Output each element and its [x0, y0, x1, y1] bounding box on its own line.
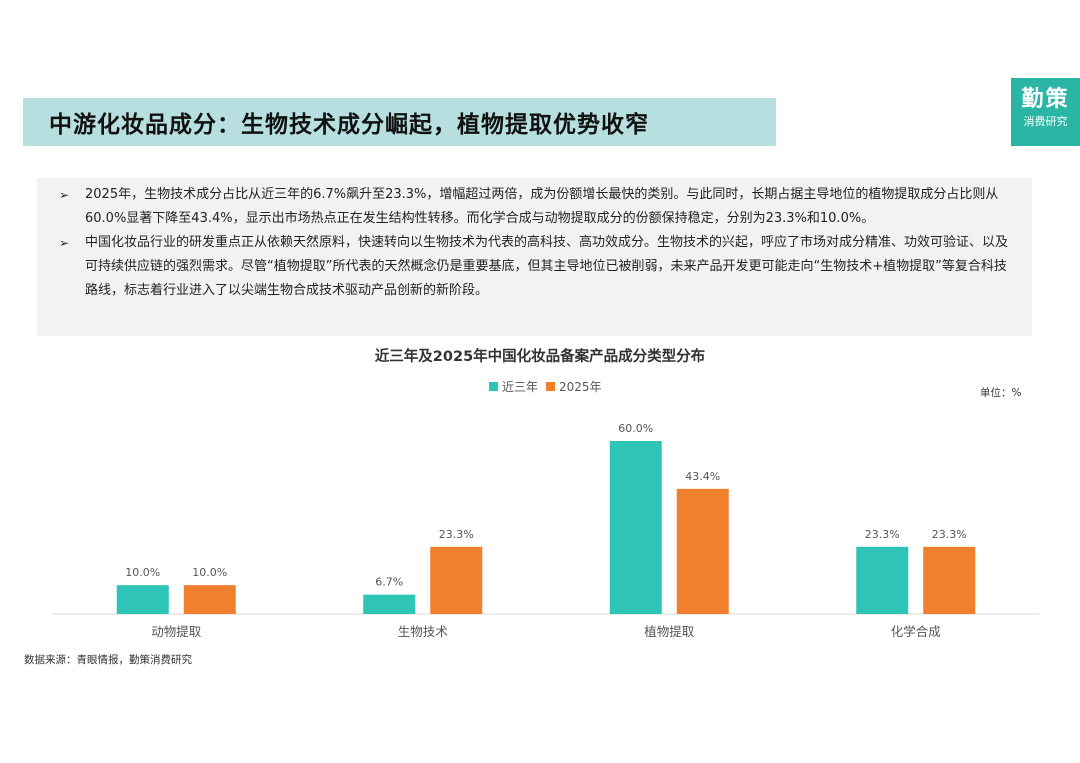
legend-label-series-2: 2025年	[559, 380, 602, 394]
summary-bullet-text: 2025年，生物技术成分占比从近三年的6.7%飙升至23.3%，增幅超过两倍，成…	[85, 187, 999, 226]
data-source: 数据来源：青眼情报，勤策消费研究	[24, 654, 192, 666]
data-label-1-2: 6.7%	[375, 576, 403, 589]
category-label-2: 生物技术	[398, 624, 449, 639]
category-label-3: 植物提取	[644, 624, 695, 639]
summary-bullet-text: 中国化妆品行业的研发重点正从依赖天然原料，快速转向以生物技术为代表的高科技、高功…	[85, 235, 1009, 298]
page-title: 中游化妆品成分：生物技术成分崛起，植物提取优势收窄	[49, 112, 649, 138]
unit-label: 单位：%	[980, 387, 1022, 399]
bar-2-4	[923, 546, 976, 614]
bar-1-2	[363, 594, 416, 614]
logo-main-text: 勤策	[1021, 87, 1070, 112]
summary-bullet: ➢ 2025年，生物技术成分占比从近三年的6.7%飙升至23.3%，增幅超过两倍…	[59, 183, 1012, 231]
legend-label-series-1: 近三年	[502, 380, 539, 394]
category-label-4: 化学合成	[891, 624, 941, 639]
chart-title: 近三年及2025年中国化妆品备案产品成分类型分布	[374, 349, 706, 365]
arrow-bullet-icon: ➢	[59, 188, 70, 202]
data-label-2-1: 10.0%	[192, 566, 227, 579]
legend-swatch-series-1	[489, 382, 498, 391]
bar-2-2	[430, 546, 483, 614]
data-label-2-2: 23.3%	[439, 528, 474, 541]
chart-legend: 近三年 2025年	[489, 378, 610, 395]
data-label-2-4: 23.3%	[932, 528, 967, 541]
summary-box: ➢ 2025年，生物技术成分占比从近三年的6.7%飙升至23.3%，增幅超过两倍…	[37, 178, 1032, 336]
legend-item-series-1: 近三年	[489, 378, 538, 395]
bar-2-1	[183, 585, 236, 614]
title-banner: 中游化妆品成分：生物技术成分崛起，植物提取优势收窄	[23, 98, 776, 146]
data-label-1-3: 60.0%	[618, 422, 653, 435]
bar-2-3	[676, 488, 729, 614]
bar-1-3	[609, 441, 662, 614]
data-label-1-1: 10.0%	[125, 566, 160, 579]
summary-bullet: ➢ 中国化妆品行业的研发重点正从依赖天然原料，快速转向以生物技术为代表的高科技、…	[59, 231, 1012, 303]
bar-1-4	[856, 546, 909, 614]
legend-item-series-2: 2025年	[546, 378, 602, 395]
bar-1-1	[116, 585, 169, 614]
category-label-1: 动物提取	[151, 624, 202, 639]
legend-swatch-series-2	[546, 382, 556, 391]
data-label-2-3: 43.4%	[685, 470, 720, 483]
arrow-bullet-icon: ➢	[59, 236, 70, 250]
brand-logo: 勤策 消费研究	[1011, 78, 1080, 146]
data-label-1-4: 23.3%	[865, 528, 900, 541]
logo-sub-text: 消费研究	[1023, 115, 1068, 128]
